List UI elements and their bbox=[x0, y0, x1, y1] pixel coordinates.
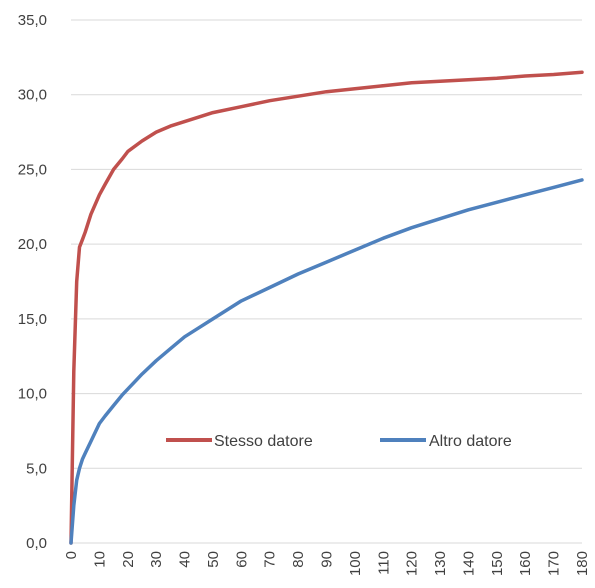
x-axis-tick-labels: 0 10 20 30 40 50 60 70 80 90 100 110 120 130 140 150 160… bbox=[63, 551, 591, 576]
x-tick-label: 170 bbox=[546, 551, 563, 576]
x-tick-label: 20 bbox=[120, 551, 137, 568]
legend-label-altro-datore: Altro datore bbox=[429, 433, 512, 450]
x-tick-label: 10 bbox=[91, 551, 108, 568]
series-line-altro-datore bbox=[69, 178, 584, 545]
x-tick-label: 40 bbox=[177, 551, 194, 568]
x-tick-label: 50 bbox=[205, 551, 222, 568]
x-tick-label: 30 bbox=[148, 551, 165, 568]
y-tick-label: 5,0 bbox=[26, 460, 47, 477]
x-tick-label: 0 bbox=[63, 551, 80, 559]
y-tick-label: 20,0 bbox=[18, 236, 47, 253]
y-tick-label: 30,0 bbox=[18, 87, 47, 104]
y-axis-tick-labels: 0,0 5,0 10,0 15,0 20,0 25,0 30,0 35,0 bbox=[18, 12, 47, 552]
x-tick-label: 160 bbox=[517, 551, 534, 576]
x-tick-label: 90 bbox=[319, 551, 336, 568]
series-line-stesso-datore bbox=[69, 70, 584, 545]
legend-label-stesso-datore: Stesso datore bbox=[214, 433, 313, 450]
y-tick-label: 35,0 bbox=[18, 12, 47, 29]
x-tick-label: 150 bbox=[489, 551, 506, 576]
legend: Stesso datore Altro datore bbox=[166, 433, 512, 450]
series-lines bbox=[69, 70, 584, 545]
x-tick-label: 140 bbox=[460, 551, 477, 576]
x-tick-label: 80 bbox=[290, 551, 307, 568]
y-tick-label: 25,0 bbox=[18, 161, 47, 178]
x-tick-label: 180 bbox=[574, 551, 591, 576]
y-tick-label: 10,0 bbox=[18, 386, 47, 403]
gridlines bbox=[71, 19, 582, 469]
x-tick-label: 120 bbox=[404, 551, 421, 576]
y-tick-label: 0,0 bbox=[26, 535, 47, 552]
x-tick-label: 130 bbox=[432, 551, 449, 576]
x-tick-label: 60 bbox=[233, 551, 250, 568]
x-tick-label: 70 bbox=[262, 551, 279, 568]
x-tick-label: 100 bbox=[347, 551, 364, 576]
y-tick-label: 15,0 bbox=[18, 311, 47, 328]
x-tick-label: 110 bbox=[375, 551, 392, 575]
